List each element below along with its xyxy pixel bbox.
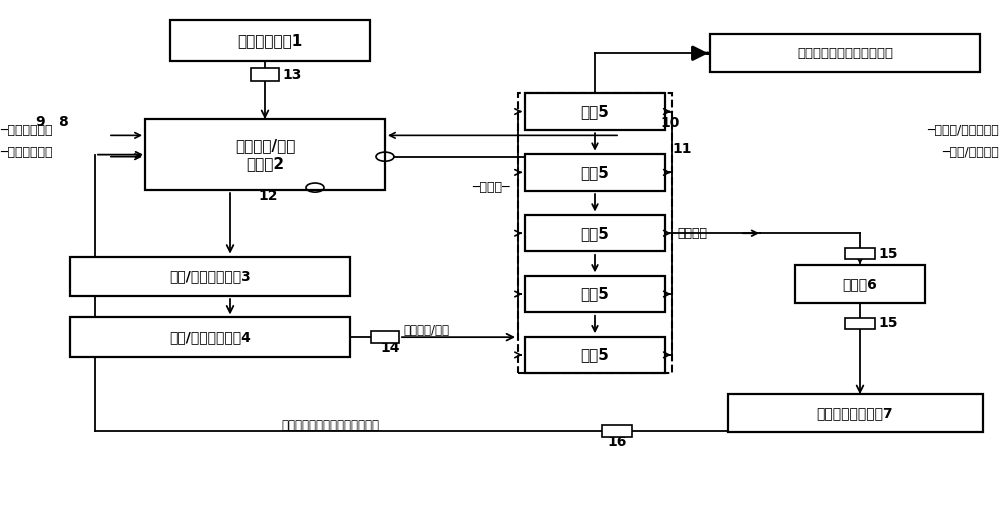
Text: 飞灰运输罐车1: 飞灰运输罐车1 [237, 33, 303, 48]
Text: 处理后清液作为补充水循环利用: 处理后清液作为补充水循环利用 [281, 419, 379, 432]
Bar [525, 337, 665, 373]
Text: ─泵送剂/表面修饰剂: ─泵送剂/表面修饰剂 [927, 124, 999, 137]
Bar [525, 215, 665, 251]
Text: ─重金属稳定剂: ─重金属稳定剂 [0, 124, 52, 137]
Bar [728, 394, 982, 432]
Text: 12: 12 [258, 189, 278, 203]
Text: 模袋5: 模袋5 [581, 165, 609, 180]
Bar [251, 68, 279, 81]
Bar [70, 257, 350, 296]
Bar [525, 93, 665, 130]
Text: ─速凝剂─: ─速凝剂─ [473, 180, 510, 194]
Text: 模袋5: 模袋5 [581, 347, 609, 363]
Bar [845, 317, 875, 329]
Text: 16: 16 [607, 435, 627, 449]
Text: 9: 9 [35, 115, 45, 129]
Text: 稠浆/膏体输送装置3: 稠浆/膏体输送装置3 [169, 269, 251, 283]
Text: 飞灰稠浆/膏体: 飞灰稠浆/膏体 [403, 323, 449, 337]
Text: 模袋5: 模袋5 [581, 226, 609, 241]
Bar [795, 265, 925, 303]
Text: 泌水过滤除杂系统7: 泌水过滤除杂系统7 [817, 406, 893, 420]
Bar [145, 119, 385, 190]
Text: ─二恶英降解菌: ─二恶英降解菌 [0, 146, 52, 159]
Text: ─新水/污泥补充: ─新水/污泥补充 [942, 146, 999, 159]
Text: 13: 13 [282, 67, 301, 82]
Bar [371, 331, 399, 343]
Text: 模袋5: 模袋5 [581, 104, 609, 119]
Text: 模袋体泌水固结后填埋处置: 模袋体泌水固结后填埋处置 [797, 47, 893, 60]
Bar [845, 248, 875, 260]
Text: 储液池6: 储液池6 [843, 277, 877, 291]
Bar [518, 93, 672, 373]
Text: 8: 8 [58, 115, 68, 129]
Bar [602, 425, 632, 437]
Text: 密闭稠浆/膏体
制备罐2: 密闭稠浆/膏体 制备罐2 [235, 138, 295, 171]
Text: 模袋泌水: 模袋泌水 [677, 227, 707, 240]
Text: 15: 15 [878, 316, 898, 330]
Text: 15: 15 [878, 247, 898, 261]
Text: 稠浆/膏体泵送装置4: 稠浆/膏体泵送装置4 [169, 330, 251, 344]
Bar [525, 276, 665, 312]
Text: 10: 10 [660, 116, 679, 130]
Text: 11: 11 [672, 142, 692, 156]
Bar [170, 20, 370, 61]
Text: 模袋5: 模袋5 [581, 286, 609, 302]
Text: 14: 14 [380, 341, 400, 355]
Bar [70, 317, 350, 357]
Bar [525, 154, 665, 191]
Bar [710, 34, 980, 72]
